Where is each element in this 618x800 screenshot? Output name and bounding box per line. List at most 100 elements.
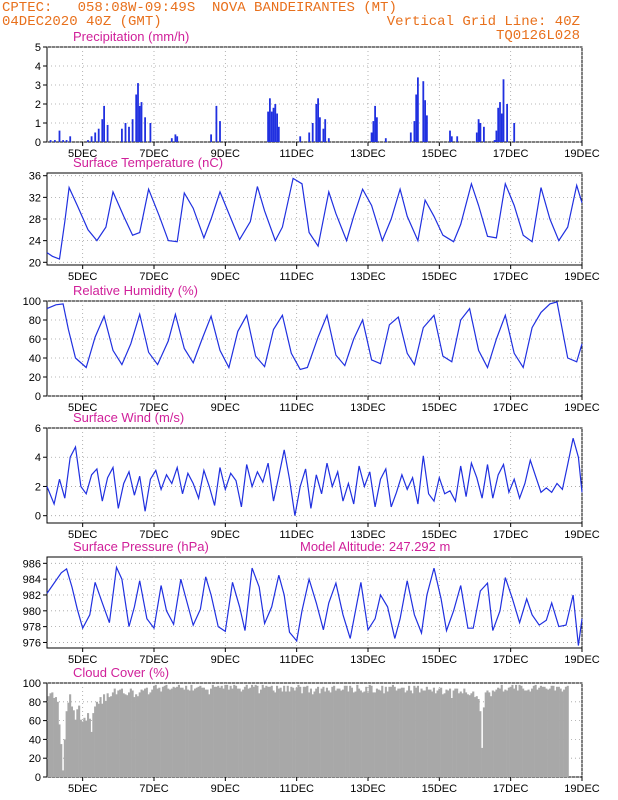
cloud-cover-bar	[313, 691, 316, 777]
cloud-cover-bar	[515, 684, 518, 777]
cloud-cover-bar	[265, 685, 268, 777]
wind-ytick-label: 0	[35, 511, 41, 523]
cloud-cover-bar	[538, 687, 541, 777]
cloud-cover-bar	[409, 690, 412, 777]
precipitation-bar	[131, 119, 134, 142]
cloud-cover-bar	[354, 691, 357, 777]
wind-xtick-label: 7DEC	[139, 529, 168, 541]
pressure-ytick-label: 984	[23, 574, 41, 586]
precipitation-bar	[103, 105, 105, 142]
wind-ytick-label: 2	[35, 481, 41, 493]
precipitation-xtick-label: 5DEC	[68, 148, 97, 160]
precipitation-bar	[409, 132, 412, 142]
cloud-cover-bar	[516, 690, 519, 777]
cloud-cover-bar	[557, 686, 560, 777]
cloud-cover-bar	[547, 689, 550, 777]
cloud-cover-bar	[308, 692, 311, 777]
precipitation-title: Precipitation (mm/h)	[73, 29, 189, 44]
cloud-cover-bar	[92, 713, 95, 777]
cloud-cover-bar	[144, 688, 147, 777]
cloud-cover-bar	[202, 687, 205, 777]
precipitation-bar	[426, 115, 428, 142]
cloud-cover-bar	[306, 685, 309, 777]
precipitation-ytick-label: 1	[35, 118, 41, 130]
cloud-cover-bar	[151, 689, 154, 777]
humidity-ytick-label: 0	[35, 391, 41, 403]
precipitation-bar	[499, 102, 501, 142]
pressure-xtick-label: 7DEC	[139, 654, 168, 666]
precipitation-bar	[138, 105, 141, 142]
cloud-cover-bar	[288, 691, 291, 777]
cloud-cover-bar	[290, 686, 293, 777]
humidity-series-line	[46, 301, 583, 371]
cloud-cover-bar	[72, 710, 75, 777]
cloud-cover-bar	[292, 687, 295, 777]
cloud-cover-bar	[527, 689, 530, 777]
humidity-xtick-label: 5DEC	[68, 402, 97, 414]
precipitation-bar	[370, 132, 373, 142]
cloud-cover-bar	[377, 689, 380, 777]
cloud-cover-bar	[211, 684, 214, 777]
cloud-cover-bar	[466, 694, 469, 777]
precipitation-bar	[69, 136, 72, 142]
cloud-cover-bar	[201, 687, 204, 777]
cloud-cover-bar	[170, 688, 173, 777]
cloud-cover-bar	[186, 689, 189, 777]
cloud-cover-bar	[470, 693, 473, 777]
cloud-cover-bar	[432, 687, 435, 777]
cloud-cover-bar	[450, 698, 453, 777]
cloud-cover-bar	[192, 690, 195, 777]
pressure-ytick-label: 976	[23, 637, 41, 649]
cloud-cover-bar	[227, 689, 230, 777]
precipitation-bar	[493, 140, 496, 142]
cloud-cover-ytick-label: 100	[23, 678, 41, 690]
precipitation-bar	[267, 111, 269, 142]
cloud-cover-bar	[270, 685, 273, 777]
cloud-cover-bar	[220, 685, 223, 777]
humidity-xtick-label: 19DEC	[564, 402, 600, 414]
cloud-cover-bar	[340, 690, 343, 777]
cloud-cover-bar	[425, 686, 428, 777]
cloud-cover-bar	[454, 688, 457, 777]
humidity-title: Relative Humidity (%)	[73, 283, 198, 298]
cloud-cover-bar	[520, 685, 523, 777]
cloud-cover-bar	[281, 691, 284, 777]
cloud-cover-bar	[286, 685, 289, 777]
precipitation-xtick-label: 9DEC	[211, 148, 240, 160]
precipitation-bar	[317, 98, 319, 142]
temperature-xtick-label: 7DEC	[139, 271, 168, 283]
cloud-cover-bar	[252, 686, 255, 777]
precipitation-bar	[174, 134, 177, 142]
cloud-cover-bar	[379, 690, 382, 777]
cloud-cover-bar	[153, 685, 156, 777]
cloud-cover-bar	[566, 685, 569, 777]
cloud-cover-bar	[429, 689, 432, 777]
pressure-annotation: Model Altitude: 247.292 m	[300, 539, 450, 554]
cloud-cover-bar	[276, 685, 279, 777]
cloud-cover-bar	[504, 689, 507, 777]
cloud-cover-bar	[350, 687, 353, 777]
cloud-cover-bar	[456, 688, 459, 777]
cloud-cover-bar	[254, 684, 257, 777]
cloud-cover-bar	[438, 688, 441, 777]
precipitation-bar	[58, 130, 61, 142]
temperature-title: Surface Temperature (nC)	[73, 155, 223, 170]
cloud-cover-bar	[474, 697, 477, 777]
precipitation-bar	[62, 140, 64, 142]
cloud-cover-bar	[318, 693, 321, 777]
precipitation-bar	[315, 104, 318, 142]
cloud-cover-bar	[251, 684, 254, 777]
precipitation-bar	[215, 105, 218, 142]
cloud-cover-bar	[564, 686, 567, 777]
cloud-cover-bar	[236, 688, 239, 777]
cloud-cover-bar	[195, 687, 198, 777]
cloud-cover-bar	[54, 697, 57, 777]
header-datetime: 04DEC2020 40Z (GMT)	[2, 14, 162, 30]
cloud-cover-bar	[79, 719, 82, 777]
cloud-cover-bar	[81, 721, 84, 777]
cloud-cover-bar	[222, 688, 225, 777]
cloud-cover-bar	[336, 688, 339, 777]
cloud-cover-bar	[311, 694, 314, 777]
precipitation-bar	[506, 104, 508, 142]
wind-xtick-label: 15DEC	[422, 529, 458, 541]
